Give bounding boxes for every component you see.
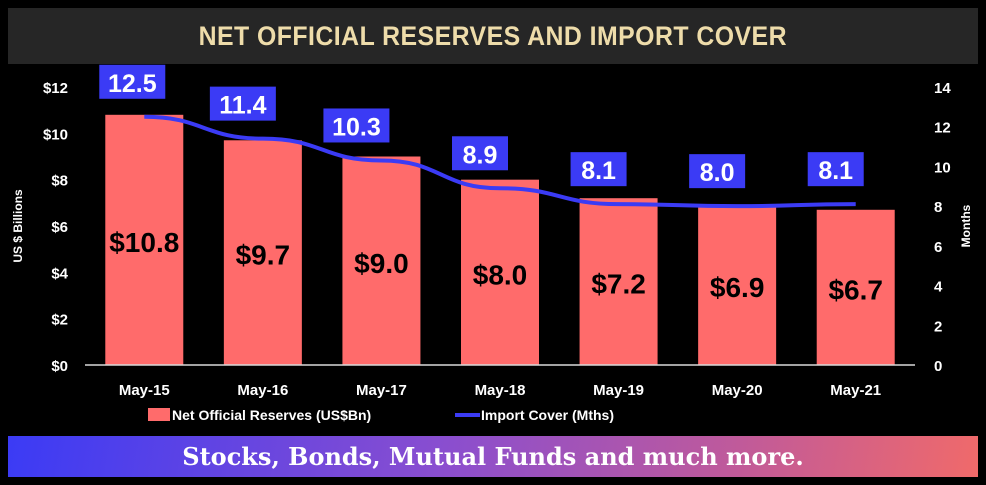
line-value-label: 8.9: [463, 141, 498, 169]
legend-line-label: Import Cover (Mths): [481, 407, 614, 423]
y2-tick-label: 6: [934, 239, 942, 256]
line-value-label-box: [99, 64, 166, 99]
import-cover-line: [144, 114, 856, 209]
x-tick-label: May-17: [356, 382, 407, 399]
x-tick-label: May-20: [712, 382, 763, 399]
chart: $0 $2 $4 $6 $8 $10 $12 0 2 4 6 8 10 12 14 US $ Billions…: [11, 64, 973, 423]
y2-tick-label: 12: [934, 120, 951, 137]
y2-tick-label: 14: [934, 80, 951, 97]
chart-title: NET OFFICIAL RESERVES AND IMPORT COVER: [198, 20, 788, 51]
y-tick-label: $6: [51, 219, 68, 236]
bar: [105, 114, 184, 365]
y2-tick-label: 8: [934, 199, 942, 216]
y2-tick-label: 2: [934, 318, 942, 335]
y-tick-label: $10: [43, 126, 68, 143]
line-value-label: 8.0: [700, 159, 735, 187]
x-tick-label: May-21: [830, 382, 881, 399]
bar-value-label: $7.2: [591, 269, 646, 300]
y2-tick-label: 10: [934, 159, 951, 176]
x-tick-label: May-19: [593, 382, 644, 399]
legend-bar-swatch: [148, 408, 170, 421]
line-value-label-box: [689, 154, 746, 189]
y-tick-label: $4: [51, 265, 68, 282]
x-tick-label: May-18: [475, 382, 526, 399]
y-tick-label: $0: [51, 358, 68, 375]
line-value-label-box: [323, 108, 390, 143]
y2-tick-label: 4: [934, 279, 943, 296]
bar: [223, 140, 302, 365]
y-tick-label: $12: [43, 80, 68, 97]
line-value-label-box: [209, 86, 276, 121]
bar-value-label: $9.0: [354, 248, 409, 279]
line-value-label: 8.1: [581, 157, 616, 185]
y-axis-title: US $ Billions: [11, 189, 25, 263]
y-tick-label: $2: [51, 312, 68, 329]
bar: [461, 179, 539, 365]
chart-title-bar: NET OFFICIAL RESERVES AND IMPORT COVER: [8, 8, 978, 64]
legend-bar-label: Net Official Reserves (US$Bn): [172, 407, 371, 423]
y2-tick-label: 0: [934, 358, 942, 375]
x-tick-label: May-15: [119, 382, 170, 399]
bar-value-label: $10.8: [109, 227, 179, 258]
banner-text: Stocks, Bonds, Mutual Funds and much mor…: [182, 442, 804, 471]
y2-axis-title: Months: [959, 204, 973, 247]
y-tick-label: $8: [51, 173, 68, 190]
bar: [342, 156, 421, 365]
line-value-label-box: [807, 152, 864, 187]
bar-value-label: $8.0: [473, 259, 528, 290]
x-tick-label: May-16: [237, 382, 288, 399]
line-value-label-box: [452, 136, 508, 171]
bar: [698, 205, 777, 365]
bar: [816, 209, 895, 365]
line-value-label: 11.4: [219, 92, 266, 120]
line-value-label: 10.3: [332, 113, 381, 141]
bar-value-label: $6.9: [710, 272, 765, 303]
bar-value-label: $6.7: [828, 274, 883, 305]
promo-banner: Stocks, Bonds, Mutual Funds and much mor…: [8, 436, 978, 477]
line-value-label: 12.5: [108, 70, 157, 98]
line-value-label: 8.1: [818, 157, 853, 185]
line-value-label-box: [570, 152, 627, 187]
bar: [579, 198, 658, 365]
bar-value-label: $9.7: [236, 240, 291, 271]
